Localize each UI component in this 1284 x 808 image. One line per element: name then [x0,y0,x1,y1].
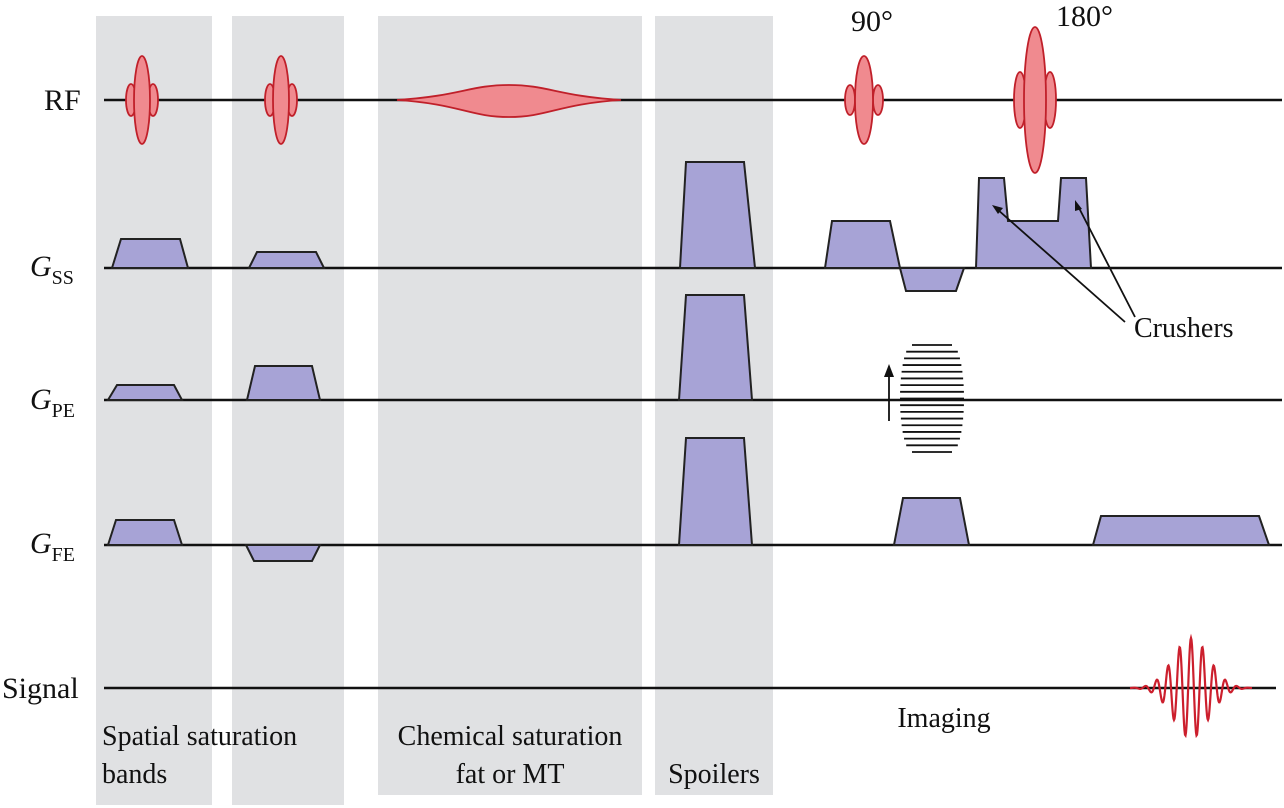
pulse-180-label: 180° [1056,0,1113,33]
spatial-caption-line2: bands [102,759,167,790]
crusher-arrows [992,200,1136,323]
gfe-readout [1091,515,1271,546]
signal-row-label: Signal [2,672,79,705]
echo-signal [1129,633,1253,739]
gfe-sat-2 [244,544,322,562]
gfe-sat-1 [106,519,184,546]
gss-refocus [898,267,966,292]
rf-pulse-180 [1013,26,1057,174]
rf-pulse-90 [844,55,884,145]
phase-encode-table [900,344,964,453]
arrow-head-icon [992,205,1003,214]
gss-sat-1 [110,238,190,269]
gpe-row-label: GPE [30,383,75,422]
arrow-head-icon [1075,200,1082,211]
gfe-gradients [106,437,1271,562]
band-spatial-sat-1 [96,16,212,805]
band-chemical-sat [378,16,642,795]
pulse-90-label: 90° [851,5,893,38]
rf-pulses [125,26,1057,174]
rf-pulse-chemical-sat [396,84,622,118]
rf-row-label: RF [44,84,81,117]
gfe-dephase [892,497,971,546]
rf-pulse-sat-2 [264,55,298,145]
spoilers-caption: Spoilers [668,759,760,790]
gpe-sat-1 [106,384,184,401]
gss-slice-select-90 [823,220,902,269]
section-bands [96,16,773,805]
gfe-row-label: GFE [30,527,75,566]
gss-crusher-180 [974,177,1093,269]
crushers-label: Crushers [1134,313,1234,344]
spatial-caption-line1: Spatial saturation [102,721,297,752]
gfe-spoiler [677,437,754,546]
gss-gradients [110,161,1093,292]
band-spatial-sat-2 [232,16,344,805]
imaging-caption: Imaging [897,703,990,734]
up-arrow-icon [884,364,894,377]
gss-sat-2 [247,251,326,269]
gss-spoiler [678,161,757,269]
gss-row-label: GSS [30,250,74,289]
rf-pulse-sat-1 [125,55,159,145]
chemical-caption-line1: Chemical saturation [398,721,623,752]
gpe-spoiler [677,294,754,401]
gpe-gradients [106,294,964,453]
band-spoilers [655,16,773,795]
gpe-sat-2 [245,365,322,401]
chemical-caption-line2: fat or MT [456,759,565,790]
